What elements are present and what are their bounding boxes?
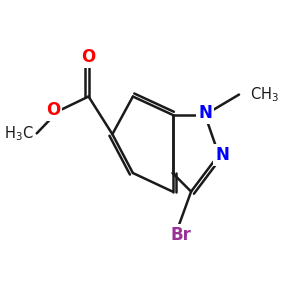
Text: O: O [81, 48, 96, 66]
Text: CH$_3$: CH$_3$ [250, 85, 279, 104]
Text: O: O [46, 101, 60, 119]
Text: H$_3$C: H$_3$C [4, 124, 34, 143]
Text: Br: Br [170, 226, 191, 244]
Text: N: N [215, 146, 229, 164]
Text: N: N [198, 104, 212, 122]
